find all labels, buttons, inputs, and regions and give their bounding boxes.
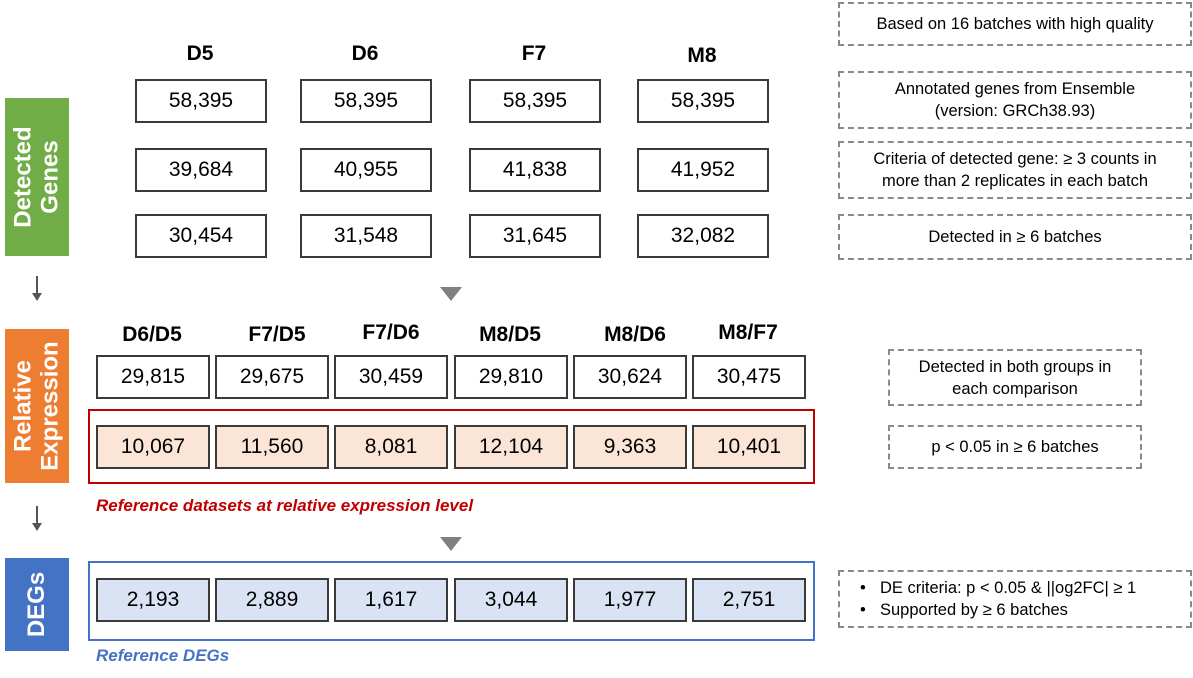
note-pvalue: p < 0.05 in ≥ 6 batches <box>888 425 1142 469</box>
degs-section-label: DEGs <box>5 558 69 651</box>
col-header-f7: F7 <box>521 42 547 65</box>
col-header-d5: D5 <box>186 42 214 65</box>
reference-degs-frame <box>88 561 815 641</box>
note-detected-batches-text: Detected in ≥ 6 batches <box>928 228 1102 246</box>
relative-detected-m8-d5: 29,810 <box>454 355 568 399</box>
detected-criteria-d5: 39,684 <box>135 148 267 192</box>
relative-detected-m8-d6: 30,624 <box>573 355 687 399</box>
detected-total-f7: 58,395 <box>469 79 601 123</box>
relative-expression-section-label: Relative Expression <box>5 329 69 483</box>
detected-criteria-f7: 41,838 <box>469 148 601 192</box>
down-arrow-2 <box>36 506 38 524</box>
note-both-groups-line1: Detected in both groups in <box>918 357 1112 376</box>
col-header-d6-d5: D6/D5 <box>122 323 182 346</box>
note-criteria-line1: Criteria of detected gene: ≥ 3 counts in <box>873 150 1157 168</box>
note-batches: Based on 16 batches with high quality <box>838 2 1192 46</box>
note-pvalue-text: p < 0.05 in ≥ 6 batches <box>931 438 1099 456</box>
detected-criteria-m8: 41,952 <box>637 148 769 192</box>
relative-significant-d6-d5: 10,067 <box>96 425 210 469</box>
relative-significant-m8-f7: 10,401 <box>692 425 806 469</box>
note-criteria-line2: more than 2 replicates in each batch <box>882 172 1148 190</box>
col-header-f7-d5: F7/D5 <box>248 323 306 346</box>
relative-detected-f7-d6: 30,459 <box>334 355 448 399</box>
relative-significant-f7-d5: 11,560 <box>215 425 329 469</box>
reference-datasets-caption: Reference datasets at relative expressio… <box>96 496 474 515</box>
deg-m8-d5: 3,044 <box>454 578 568 622</box>
deg-f7-d6: 1,617 <box>334 578 448 622</box>
note-detection-criteria: Criteria of detected gene: ≥ 3 counts in… <box>838 141 1192 199</box>
col-header-m8-f7: M8/F7 <box>718 321 778 344</box>
note-both-groups: Detected in both groups in each comparis… <box>888 349 1142 406</box>
de-criteria-item-2: Supported by ≥ 6 batches <box>860 599 1136 621</box>
note-batches-text: Based on 16 batches with high quality <box>876 15 1154 33</box>
relative-significant-m8-d6: 9,363 <box>573 425 687 469</box>
detected-batches-d6: 31,548 <box>300 214 432 258</box>
detected-batches-f7: 31,645 <box>469 214 601 258</box>
detected-total-d5: 58,395 <box>135 79 267 123</box>
col-header-f7-d6: F7/D6 <box>362 321 420 344</box>
reference-degs-caption: Reference DEGs <box>96 646 230 665</box>
deg-m8-f7: 2,751 <box>692 578 806 622</box>
down-arrow-1-head <box>32 293 42 301</box>
col-header-m8-d5: M8/D5 <box>479 323 541 346</box>
de-criteria-list: DE criteria: p < 0.05 & ||og2FC| ≥ 1 Sup… <box>858 577 1136 621</box>
flow-triangle-1 <box>440 287 462 301</box>
flow-triangle-2 <box>440 537 462 551</box>
note-annotated-genes: Annotated genes from Ensemble (version: … <box>838 71 1192 129</box>
note-detected-batches: Detected in ≥ 6 batches <box>838 214 1192 260</box>
relative-detected-d6-d5: 29,815 <box>96 355 210 399</box>
detected-genes-section-label: Detected Genes <box>5 98 69 256</box>
deg-m8-d6: 1,977 <box>573 578 687 622</box>
relative-significant-m8-d5: 12,104 <box>454 425 568 469</box>
detected-batches-m8: 32,082 <box>637 214 769 258</box>
detected-genes-label-text: Detected Genes <box>10 126 64 228</box>
note-de-criteria: DE criteria: p < 0.05 & ||og2FC| ≥ 1 Sup… <box>838 570 1192 628</box>
relative-detected-m8-f7: 30,475 <box>692 355 806 399</box>
relative-detected-f7-d5: 29,675 <box>215 355 329 399</box>
relative-significant-f7-d6: 8,081 <box>334 425 448 469</box>
col-header-m8: M8 <box>687 44 717 67</box>
note-annotated-line1: Annotated genes from Ensemble <box>894 80 1136 98</box>
deg-f7-d5: 2,889 <box>215 578 329 622</box>
down-arrow-1 <box>36 276 38 294</box>
col-header-m8-d6: M8/D6 <box>604 323 666 346</box>
reference-datasets-frame <box>88 409 815 484</box>
note-annotated-line2: (version: GRCh38.93) <box>934 102 1096 120</box>
detected-criteria-d6: 40,955 <box>300 148 432 192</box>
deg-d6-d5: 2,193 <box>96 578 210 622</box>
col-header-d6: D6 <box>351 42 379 65</box>
note-both-groups-line2: each comparison <box>952 379 1078 398</box>
relative-expression-label-text: Relative Expression <box>10 341 65 471</box>
detected-batches-d5: 30,454 <box>135 214 267 258</box>
degs-label-text: DEGs <box>23 571 51 638</box>
de-criteria-item-1: DE criteria: p < 0.05 & ||og2FC| ≥ 1 <box>860 577 1136 599</box>
detected-total-m8: 58,395 <box>637 79 769 123</box>
detected-total-d6: 58,395 <box>300 79 432 123</box>
down-arrow-2-head <box>32 523 42 531</box>
